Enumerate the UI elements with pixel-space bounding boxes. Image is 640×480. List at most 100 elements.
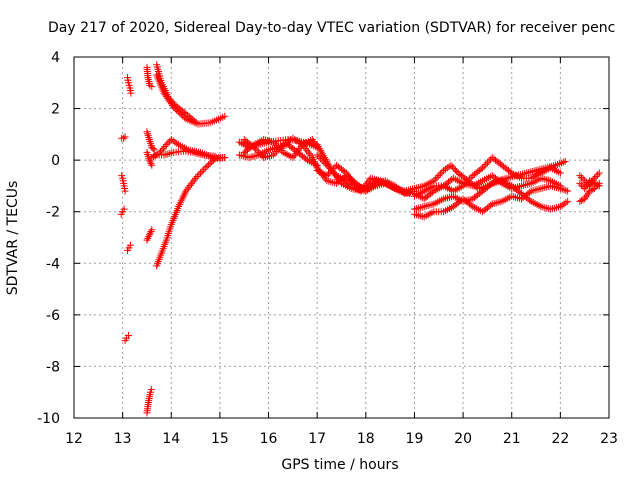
data-point — [164, 139, 172, 147]
data-point — [587, 186, 595, 194]
data-point — [561, 157, 569, 165]
data-point — [579, 175, 587, 183]
data-point — [441, 165, 449, 173]
data-point — [551, 204, 559, 212]
data-point — [313, 151, 321, 159]
data-point — [595, 182, 603, 190]
grid-lines — [74, 57, 609, 418]
data-point — [211, 152, 219, 160]
data-point — [205, 161, 213, 169]
data-point — [541, 175, 549, 183]
data-point — [595, 169, 603, 177]
y-axis-label: SDTVAR / TECUs — [5, 180, 21, 296]
data-point — [487, 201, 495, 209]
series-i — [143, 63, 156, 91]
data-point — [148, 226, 156, 234]
data-point — [150, 153, 158, 161]
series-a — [118, 133, 129, 142]
data-point — [127, 89, 135, 97]
data-point — [594, 181, 602, 189]
data-point — [554, 203, 562, 211]
chart-title: Day 217 of 2020, Sidereal Day-to-day VTE… — [48, 20, 616, 36]
data-point — [173, 139, 181, 147]
data-point — [526, 196, 534, 204]
data-point — [487, 181, 495, 189]
data-point — [124, 331, 132, 339]
data-point — [121, 133, 129, 141]
data-point — [166, 149, 174, 157]
data-point — [558, 201, 566, 209]
data-point — [443, 164, 451, 172]
series-e — [124, 241, 134, 254]
data-point — [200, 166, 208, 174]
data-point — [519, 181, 527, 189]
series-m — [153, 71, 202, 128]
data-point — [201, 164, 209, 172]
data-point — [166, 98, 174, 106]
data-points — [117, 61, 603, 417]
data-point — [556, 203, 564, 211]
data-point — [490, 199, 498, 207]
data-point — [432, 175, 440, 183]
data-point — [273, 148, 281, 156]
y-tick-label: -8 — [46, 359, 60, 375]
y-tick-label: -10 — [37, 411, 60, 427]
data-point — [144, 234, 152, 242]
data-point — [221, 154, 229, 162]
data-point — [241, 153, 249, 161]
data-point — [245, 154, 253, 162]
series-ac — [410, 172, 564, 203]
data-point — [420, 203, 428, 211]
series-g — [143, 386, 155, 417]
data-point — [146, 229, 154, 237]
data-point — [535, 185, 543, 193]
data-point — [145, 134, 153, 142]
data-point — [560, 200, 568, 208]
x-tick-label: 17 — [308, 431, 326, 447]
data-point — [576, 197, 584, 205]
data-point — [587, 178, 595, 186]
data-point — [543, 204, 551, 212]
data-point — [521, 181, 529, 189]
data-point — [180, 113, 188, 121]
data-point — [171, 105, 179, 113]
data-point — [533, 186, 541, 194]
data-point — [147, 227, 155, 235]
data-point — [414, 183, 422, 191]
data-point — [480, 162, 488, 170]
data-point — [506, 168, 514, 176]
data-point — [162, 93, 170, 101]
data-point — [412, 205, 420, 213]
data-point — [169, 137, 177, 145]
data-point — [325, 170, 333, 178]
data-point — [496, 178, 504, 186]
data-point — [148, 83, 156, 91]
data-point — [144, 132, 152, 140]
data-point — [477, 165, 485, 173]
data-point — [276, 144, 284, 152]
data-point — [248, 142, 256, 150]
data-point — [576, 179, 584, 187]
data-point — [120, 134, 128, 142]
data-point — [253, 147, 261, 155]
data-point — [145, 231, 153, 239]
x-tick-label: 22 — [551, 431, 569, 447]
data-point — [194, 120, 202, 128]
series-f — [121, 331, 132, 345]
data-point — [196, 169, 204, 177]
data-point — [164, 94, 172, 102]
y-tick-label: 0 — [51, 153, 60, 169]
plot-frame — [73, 56, 610, 419]
data-point — [433, 173, 441, 181]
data-point — [161, 142, 169, 150]
data-point — [159, 144, 167, 152]
data-point — [479, 164, 487, 172]
data-point — [510, 193, 518, 201]
data-point — [418, 212, 426, 220]
data-point — [170, 103, 178, 111]
x-tick-label: 14 — [162, 431, 180, 447]
data-point — [539, 184, 547, 192]
series-w — [313, 141, 414, 198]
x-tick-label: 18 — [357, 431, 375, 447]
